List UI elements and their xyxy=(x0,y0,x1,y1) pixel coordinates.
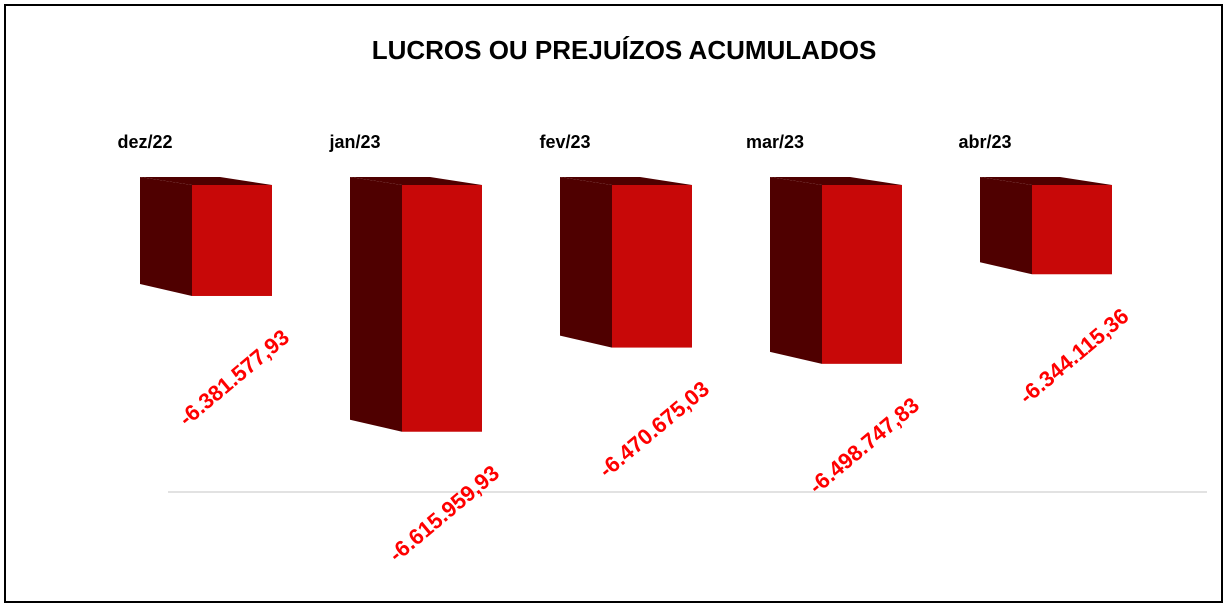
bar-top xyxy=(770,177,902,185)
bar xyxy=(822,185,902,364)
bar-side xyxy=(560,177,612,348)
x-tick-label: dez/22 xyxy=(117,132,172,152)
bar-top xyxy=(980,177,1112,185)
bar-side xyxy=(770,177,822,364)
bar-side xyxy=(980,177,1032,275)
bar-top xyxy=(560,177,692,185)
bar-side xyxy=(140,177,192,296)
bar xyxy=(402,185,482,432)
bar xyxy=(192,185,272,296)
x-tick-label: mar/23 xyxy=(746,132,804,152)
x-tick-label: fev/23 xyxy=(539,132,590,152)
bar-top xyxy=(140,177,272,185)
bar-top xyxy=(350,177,482,185)
x-tick-label: abr/23 xyxy=(958,132,1011,152)
bar xyxy=(1032,185,1112,275)
x-tick-label: jan/23 xyxy=(328,132,380,152)
chart-title: LUCROS OU PREJUÍZOS ACUMULADOS xyxy=(372,35,877,65)
bar xyxy=(612,185,692,348)
bar-side xyxy=(350,177,402,432)
